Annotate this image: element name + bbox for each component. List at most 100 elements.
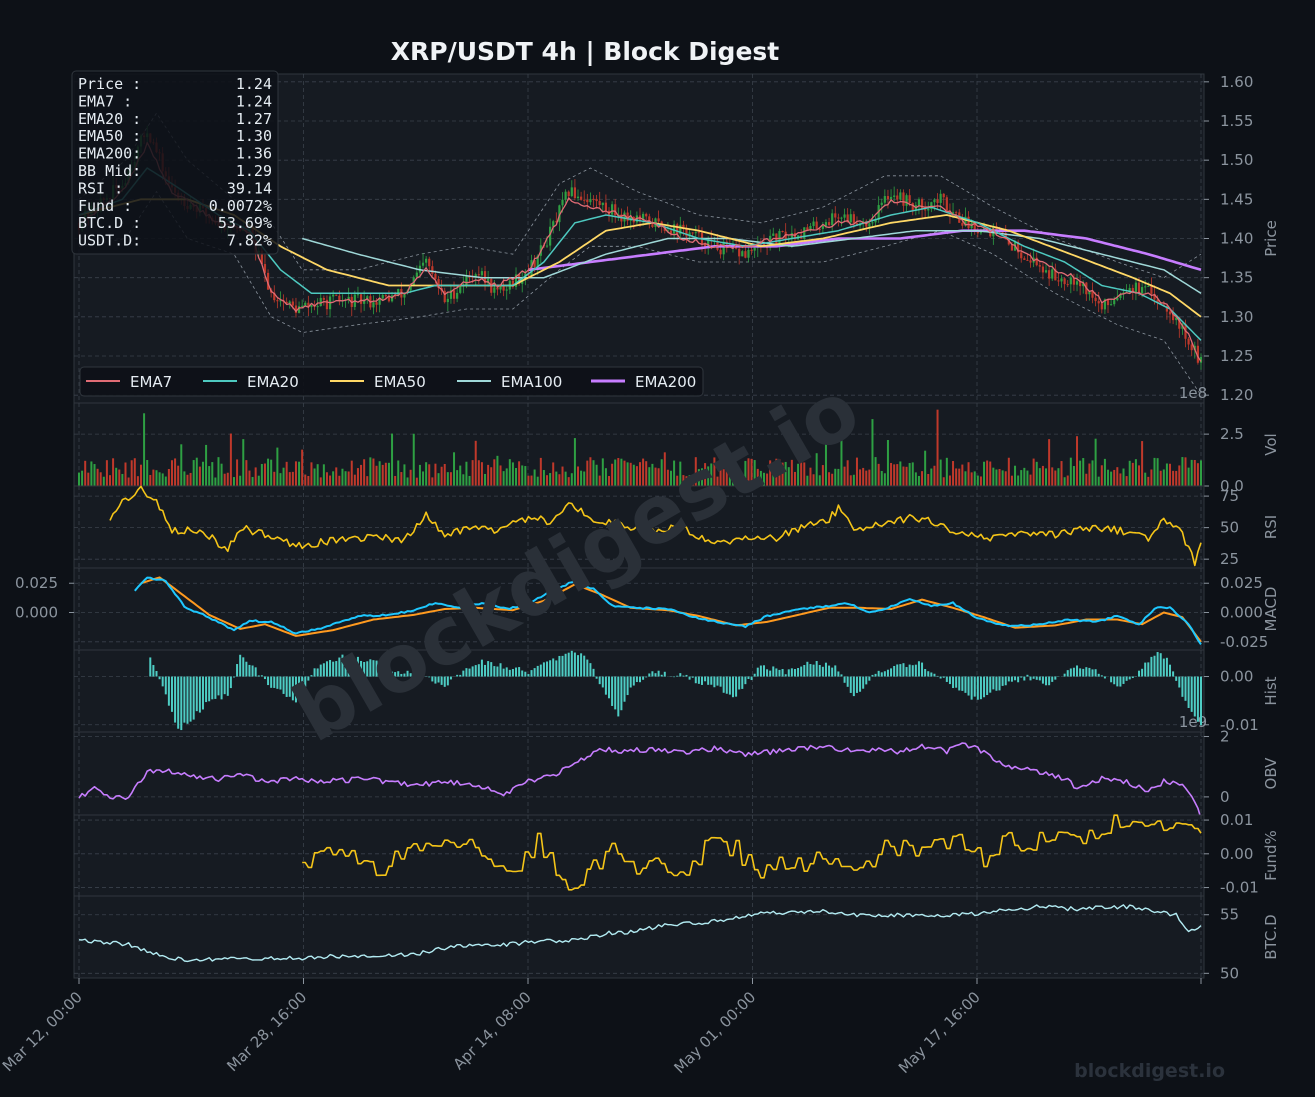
hist-bar [871, 674, 874, 677]
hist-bar [353, 659, 356, 677]
hist-bar [797, 667, 800, 677]
hist-bar [983, 676, 986, 698]
candle-body [1001, 232, 1004, 234]
hist-bar [381, 664, 384, 677]
volume-bar [728, 460, 731, 486]
volume-bar [102, 476, 105, 486]
hist-bar [462, 670, 465, 677]
hist-bar [1153, 655, 1156, 677]
candle-body [285, 301, 288, 304]
offset-label: 1e8 [1179, 384, 1207, 402]
volume-bar [986, 460, 989, 486]
candle-body [896, 195, 899, 200]
volume-bar [78, 472, 80, 486]
hist-bar [685, 674, 688, 677]
btc-dominance-line [78, 904, 1202, 963]
volume-bar [341, 468, 344, 486]
candle-body [338, 295, 341, 302]
volume-bar [595, 464, 598, 486]
candle-body [886, 196, 890, 200]
candle-body [880, 202, 883, 206]
candle-body [1100, 303, 1103, 310]
hist-bar [356, 656, 359, 677]
hist-bar [1054, 676, 1057, 680]
hist-bar [1193, 676, 1196, 717]
hist-bar [1072, 667, 1075, 677]
candle-body [1035, 257, 1038, 266]
hist-bar [546, 661, 549, 677]
hist-bar [378, 664, 381, 677]
volume-bar [877, 463, 880, 486]
volume-bar [121, 473, 124, 486]
panel-btcd: 50 55 BTC.D [73, 895, 1280, 982]
hist-bar [970, 676, 973, 700]
volume-bar [378, 461, 381, 486]
hist-bar [660, 674, 663, 677]
volume-bar [722, 469, 725, 486]
candle-body [381, 295, 384, 299]
volume-bar [1141, 441, 1144, 486]
volume-bar [973, 471, 976, 486]
legend-label: EMA50 [374, 373, 426, 391]
volume-bar [611, 463, 614, 486]
candle-body [682, 224, 685, 229]
volume-bar [217, 457, 220, 486]
hist-bar [360, 660, 363, 677]
obv-line [78, 742, 1202, 819]
hist-bar [911, 665, 914, 677]
volume-bar [871, 419, 874, 486]
hist-bar [391, 671, 394, 677]
volume-bar [539, 457, 542, 486]
hist-bar [778, 669, 781, 677]
hist-bar [350, 659, 353, 677]
panel-frame [73, 485, 1205, 569]
volume-bar [660, 459, 663, 486]
hist-bar [1023, 676, 1026, 681]
hist-bar [700, 676, 703, 685]
volume-bar [108, 475, 111, 486]
hist-bar [480, 659, 483, 677]
candle-body [1168, 311, 1172, 315]
volume-bar [750, 458, 753, 486]
hist-bar [815, 660, 818, 677]
volume-bar [800, 457, 803, 486]
hist-bar [387, 670, 390, 677]
volume-bar [515, 468, 518, 486]
candle-body [592, 198, 595, 200]
hist-bar [409, 673, 412, 677]
volume-bar [697, 469, 700, 486]
hist-bar [155, 671, 158, 677]
hist-bar [493, 666, 496, 677]
candle-body [601, 202, 604, 206]
volume-bar [177, 465, 180, 486]
y-tick-label: 0.000 [1220, 604, 1263, 622]
hist-bar [573, 652, 576, 677]
candle-body [1113, 300, 1116, 305]
candle-body [301, 305, 304, 307]
hist-bar [1017, 676, 1020, 683]
volume-bar [1138, 465, 1141, 486]
candle-body [493, 287, 496, 293]
volume-bar [914, 472, 917, 486]
candle-body [1051, 269, 1054, 279]
hist-bar [620, 676, 623, 711]
volume-bar [214, 477, 217, 486]
volume-bar [143, 413, 146, 486]
hist-bar [1147, 662, 1150, 677]
volume-bar [688, 475, 691, 486]
hist-bar [1069, 668, 1072, 677]
volume-bar [443, 463, 446, 486]
candle-body [1079, 281, 1082, 287]
hist-bar [437, 676, 440, 683]
candle-body [1063, 278, 1066, 285]
candle-body [685, 228, 688, 237]
volume-bar [530, 475, 533, 486]
candle-body [899, 192, 902, 200]
candle-body [1131, 287, 1134, 293]
volume-bar [170, 460, 173, 486]
panel-frame [73, 649, 1205, 733]
volume-bar [285, 461, 288, 486]
volume-bar [1181, 457, 1184, 486]
candle-body [936, 199, 939, 203]
